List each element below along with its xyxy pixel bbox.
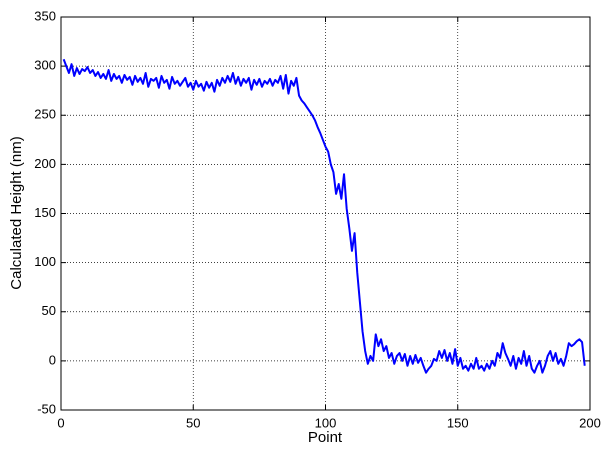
y-tick-label: 100	[34, 254, 56, 269]
x-axis-label: Point	[308, 429, 343, 446]
plot-frame	[60, 16, 591, 411]
x-tick-label: 150	[447, 415, 469, 430]
x-tick-label: 200	[579, 415, 601, 430]
x-tick-label: 0	[57, 415, 64, 430]
y-tick-label: -50	[37, 401, 56, 416]
y-tick-label: 350	[34, 8, 56, 23]
y-tick-label: 150	[34, 205, 56, 220]
y-tick-label: 200	[34, 156, 56, 171]
y-tick-label: 300	[34, 58, 56, 73]
y-tick-label: 50	[42, 303, 56, 318]
x-tick-label: 100	[315, 415, 337, 430]
x-tick-label: 50	[186, 415, 200, 430]
y-axis-label: Calculated Height (nm)	[8, 136, 25, 289]
data-line	[62, 58, 586, 374]
y-tick-label: 250	[34, 107, 56, 122]
y-tick-label: 0	[49, 352, 56, 367]
